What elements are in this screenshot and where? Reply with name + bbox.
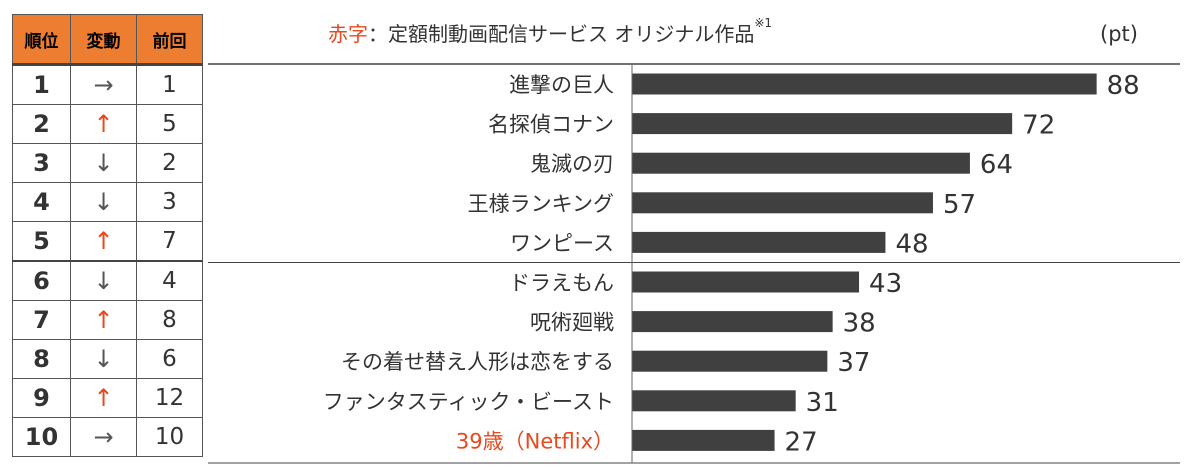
table-row: 5 ↑ 7 bbox=[12, 221, 203, 262]
rank-cell: 1 bbox=[12, 63, 71, 105]
bar bbox=[632, 429, 775, 451]
rank-table: 順位 変動 前回 1 → 1 2 ↑ 5 3 ↓ 2 4 ↓ 3 5 ↑ 7 6 ↓ 4 7 ↑ 8 8 ↓ 6 9 ↑ 12 10 →… bbox=[12, 14, 203, 457]
previous-rank-cell: 10 bbox=[136, 417, 203, 457]
rank-table-body: 1 → 1 2 ↑ 5 3 ↓ 2 4 ↓ 3 5 ↑ 7 6 ↓ 4 7 ↑ 8 8 ↓ 6 9 ↑ 12 10 → 10 bbox=[12, 63, 203, 457]
change-cell: ↓ bbox=[70, 143, 137, 183]
bar bbox=[632, 390, 796, 412]
category-label: 39歳（Netflix） bbox=[456, 429, 614, 453]
table-row: 3 ↓ 2 bbox=[12, 143, 203, 183]
table-row: 8 ↓ 6 bbox=[12, 339, 203, 379]
table-row: 2 ↑ 5 bbox=[12, 104, 203, 144]
table-header-row: 順位 変動 前回 bbox=[12, 14, 203, 65]
table-row: 1 → 1 bbox=[12, 63, 203, 105]
value-label: 37 bbox=[837, 348, 870, 378]
legend-note: 赤字：定額制動画配信サービス オリジナル作品※1 bbox=[328, 16, 773, 47]
category-label: ファンタスティック・ビースト bbox=[323, 390, 614, 414]
previous-rank-cell: 12 bbox=[136, 378, 203, 418]
rank-cell: 7 bbox=[12, 300, 71, 340]
rank-cell: 9 bbox=[12, 378, 71, 418]
rank-cell: 3 bbox=[12, 143, 71, 183]
value-label: 64 bbox=[980, 150, 1013, 180]
bar bbox=[632, 311, 833, 333]
value-label: 57 bbox=[943, 190, 976, 220]
rank-cell: 10 bbox=[12, 417, 71, 457]
value-label: 27 bbox=[785, 427, 818, 457]
previous-rank-cell: 6 bbox=[136, 339, 203, 379]
rank-cell: 8 bbox=[12, 339, 71, 379]
value-label: 48 bbox=[895, 229, 928, 259]
change-cell: ↑ bbox=[70, 221, 137, 262]
category-label: ドラえもん bbox=[509, 271, 614, 295]
header-rank: 順位 bbox=[12, 14, 71, 65]
category-label: 進撃の巨人 bbox=[509, 73, 614, 97]
legend-description: ：定額制動画配信サービス オリジナル作品 bbox=[368, 22, 755, 46]
bar bbox=[632, 350, 828, 372]
bar bbox=[632, 113, 1013, 135]
value-label: 31 bbox=[806, 388, 839, 418]
table-row: 6 ↓ 4 bbox=[12, 260, 203, 301]
previous-rank-cell: 3 bbox=[136, 182, 203, 222]
category-label: ワンピース bbox=[510, 231, 614, 255]
bar bbox=[632, 152, 970, 174]
bar bbox=[632, 231, 886, 253]
category-label: 名探偵コナン bbox=[488, 113, 614, 137]
table-row: 4 ↓ 3 bbox=[12, 182, 203, 222]
value-label: 72 bbox=[1022, 111, 1055, 141]
value-label: 88 bbox=[1107, 71, 1140, 101]
unit-label: (pt) bbox=[1100, 22, 1138, 46]
previous-rank-cell: 1 bbox=[136, 63, 203, 105]
previous-rank-cell: 5 bbox=[136, 104, 203, 144]
category-label: 呪術廻戦 bbox=[530, 311, 614, 335]
previous-rank-cell: 2 bbox=[136, 143, 203, 183]
category-label: 王様ランキング bbox=[468, 192, 614, 216]
change-cell: ↑ bbox=[70, 104, 137, 144]
value-label: 43 bbox=[869, 269, 902, 299]
legend-footnote: ※1 bbox=[754, 16, 773, 30]
bar bbox=[632, 192, 933, 214]
bar bbox=[632, 271, 860, 293]
table-row: 10 → 10 bbox=[12, 417, 203, 457]
category-label: 鬼滅の刃 bbox=[530, 152, 614, 176]
change-cell: → bbox=[70, 417, 137, 457]
change-cell: ↓ bbox=[70, 339, 137, 379]
rank-cell: 6 bbox=[12, 260, 71, 301]
value-label: 38 bbox=[843, 309, 876, 339]
legend-red-label: 赤字 bbox=[328, 22, 368, 46]
category-label: その着せ替え人形は恋をする bbox=[341, 350, 614, 374]
bar bbox=[632, 73, 1097, 95]
rank-cell: 4 bbox=[12, 182, 71, 222]
rank-cell: 5 bbox=[12, 221, 71, 262]
previous-rank-cell: 4 bbox=[136, 260, 203, 301]
change-cell: → bbox=[70, 63, 137, 105]
